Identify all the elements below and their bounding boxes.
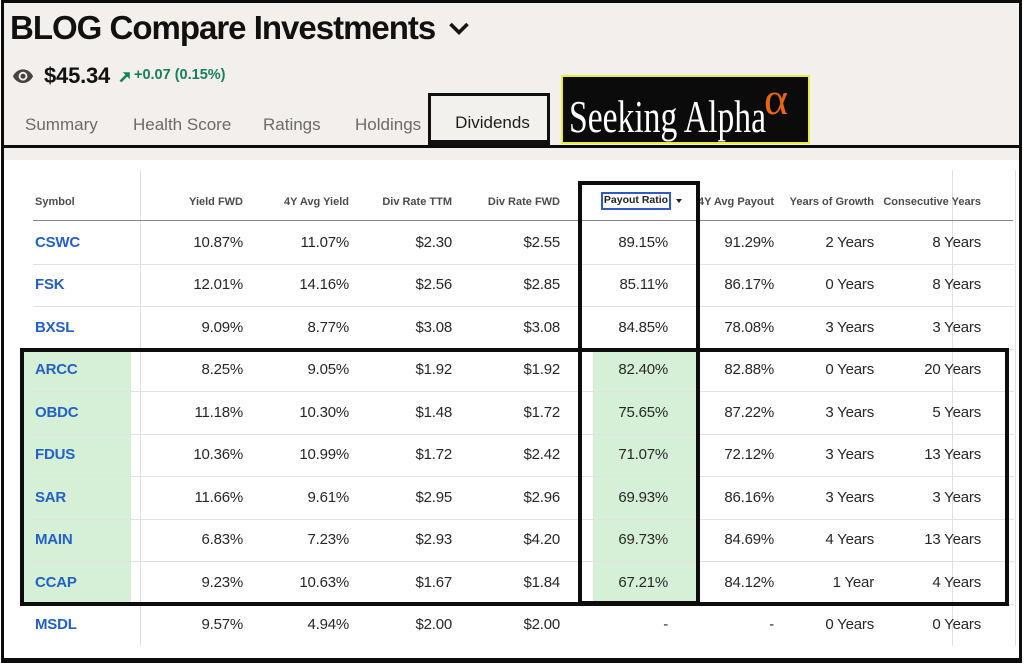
svg-text:α: α xyxy=(764,75,788,124)
svg-text:Seeking Alpha: Seeking Alpha xyxy=(569,92,766,142)
